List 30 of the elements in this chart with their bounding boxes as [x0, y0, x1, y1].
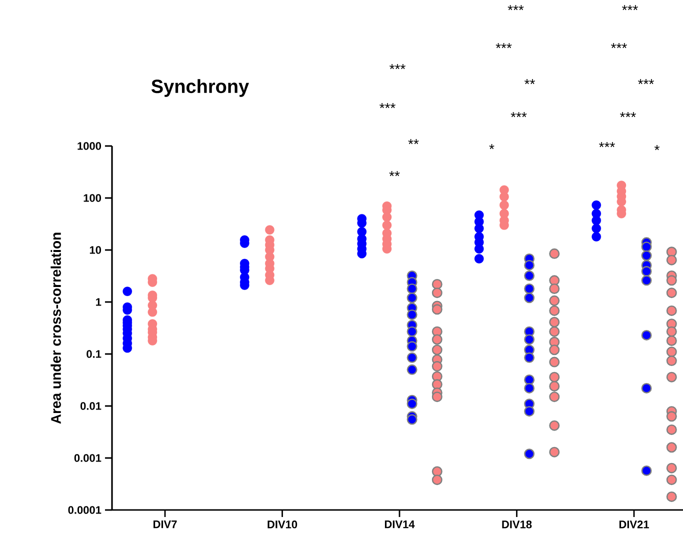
text: ***	[611, 43, 627, 48]
y-tick-label: 1000	[78, 142, 102, 150]
text: ***	[638, 79, 654, 84]
text: **	[524, 79, 535, 84]
text: ***	[380, 103, 396, 108]
x-tick-label: DIV21	[619, 520, 649, 528]
text: ***	[496, 43, 512, 48]
y-tick-label: 0.0001	[68, 506, 102, 514]
chart-title: Synchrony	[151, 79, 249, 97]
y-tick-label: 10	[90, 246, 102, 254]
text: ***	[622, 5, 638, 10]
annotation: **	[389, 171, 400, 176]
text: ***	[620, 112, 636, 118]
annotation: *	[489, 144, 494, 150]
x-tick-label: DIV14	[384, 520, 415, 528]
y-tick-label: 0.1	[86, 350, 102, 358]
annotation: *	[654, 145, 660, 150]
y-tick-label: 100	[84, 194, 102, 202]
text: **	[408, 139, 419, 144]
y-axis-title: Area under cross-correlation	[50, 232, 61, 424]
y-tick-label: 0.01	[80, 402, 102, 410]
annotation: ***	[599, 142, 615, 148]
text: ***	[510, 112, 527, 118]
x-tick-label: DIV10	[268, 520, 298, 528]
y-tick-label: 1	[96, 298, 102, 306]
y-tick-label: 0.001	[74, 454, 102, 462]
text: ***	[508, 5, 524, 10]
x-tick-label: DIV18	[502, 520, 532, 528]
text: ***	[390, 64, 406, 70]
x-tick-label: DIV7	[154, 520, 177, 528]
